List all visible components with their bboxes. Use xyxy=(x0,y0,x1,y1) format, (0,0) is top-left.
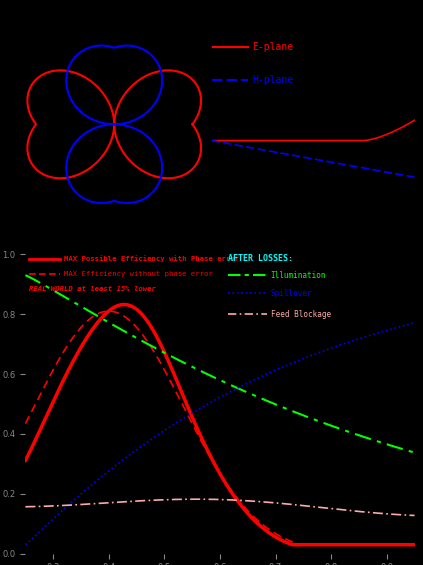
Text: E-plane: E-plane xyxy=(252,42,293,52)
Text: Spillover: Spillover xyxy=(271,289,312,298)
Text: AFTER LOSSES:: AFTER LOSSES: xyxy=(228,254,293,263)
Text: Illumination: Illumination xyxy=(271,271,326,280)
Text: MAX Possible Efficiency with Phase error: MAX Possible Efficiency with Phase error xyxy=(64,255,239,262)
Text: Feed Blockage: Feed Blockage xyxy=(271,310,331,319)
Text: H-plane: H-plane xyxy=(252,75,293,85)
Text: REAL WORLD at least 15% lower: REAL WORLD at least 15% lower xyxy=(29,286,156,292)
Text: MAX Efficiency without phase error: MAX Efficiency without phase error xyxy=(64,271,213,277)
